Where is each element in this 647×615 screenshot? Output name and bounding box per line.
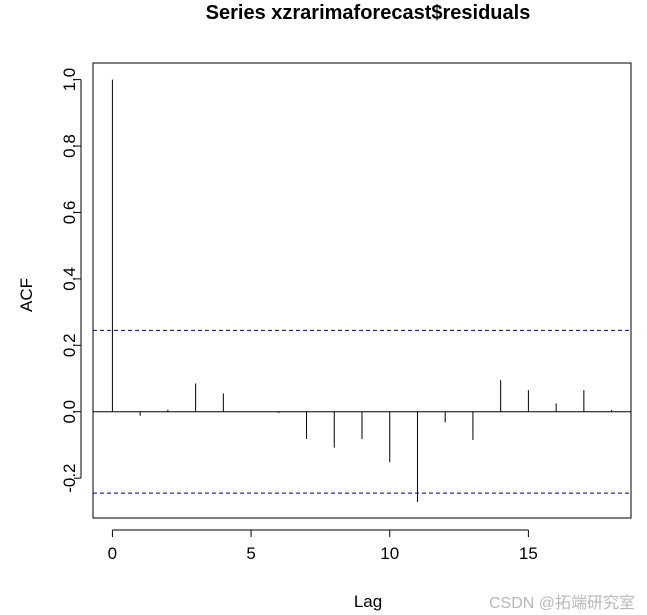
y-tick-label: 0.6 xyxy=(60,201,79,225)
x-axis-label: Lag xyxy=(354,592,382,611)
y-tick-label: 0.2 xyxy=(60,333,79,357)
x-tick-label: 10 xyxy=(380,544,399,563)
chart-title: Series xzrarimaforecast$residuals xyxy=(206,2,531,24)
y-axis: -0.2 0.0 0.2 0.4 0.6 0.8 1.0 xyxy=(60,68,82,493)
watermark: CSDN @拓端研究室 xyxy=(488,595,635,612)
x-tick-label: 0 xyxy=(108,544,117,563)
y-axis-label: ACF xyxy=(17,278,36,312)
x-tick-label: 15 xyxy=(519,544,538,563)
plot-frame xyxy=(92,62,632,519)
y-tick-label: 0.0 xyxy=(60,400,79,424)
y-tick-label: 0.4 xyxy=(60,267,79,291)
x-axis: 0 5 10 15 xyxy=(108,529,538,563)
acf-bars xyxy=(111,79,613,503)
x-tick-label: 5 xyxy=(246,544,255,563)
y-tick-label: 0.8 xyxy=(60,134,79,158)
y-tick-label: -0.2 xyxy=(60,463,79,492)
y-tick-label: 1.0 xyxy=(60,68,79,92)
